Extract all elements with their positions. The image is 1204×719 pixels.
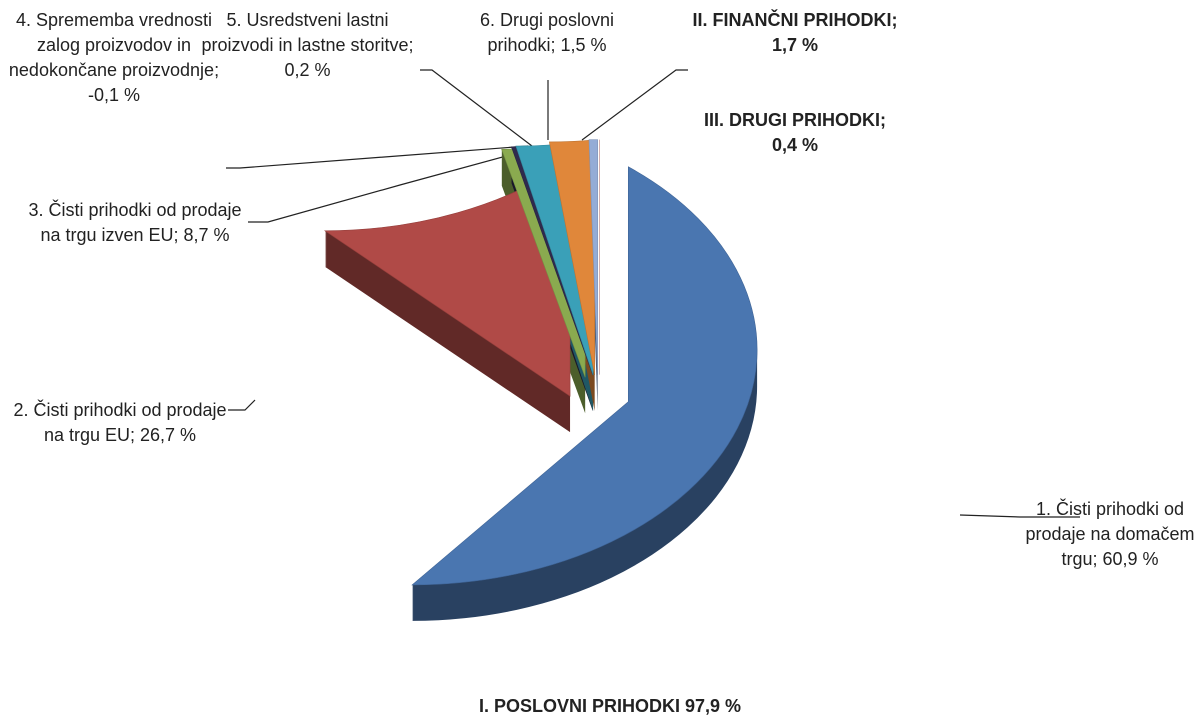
- category-label: 5. Usredstveni lastni proizvodi in lastn…: [201, 10, 409, 55]
- label-separator: ;: [129, 425, 140, 445]
- label-separator: ;: [214, 60, 225, 80]
- data-label: 1. Čisti prihodki od prodaje na domačem …: [1015, 497, 1204, 572]
- data-label: 5. Usredstveni lastni proizvodi in lastn…: [200, 8, 415, 83]
- label-separator: ;: [408, 35, 419, 55]
- value-label: -0,1 %: [87, 85, 141, 105]
- data-label: II. FINANČNI PRIHODKI; 1,7 %: [690, 8, 900, 58]
- label-separator: ;: [173, 225, 184, 245]
- leader-line: [228, 399, 256, 411]
- leader-line: [248, 154, 511, 223]
- leader-lines: [226, 69, 1080, 518]
- label-separator: ;: [1092, 549, 1103, 569]
- category-label: II. FINANČNI PRIHODKI: [692, 10, 892, 30]
- value-label: 0,2 %: [284, 60, 331, 80]
- category-label: 2. Čisti prihodki od prodaje na trgu EU: [13, 400, 227, 445]
- category-label: 4. Sprememba vrednosti zalog proizvodov …: [8, 10, 215, 80]
- leader-line: [420, 69, 533, 147]
- value-label: 60,9 %: [1102, 549, 1159, 569]
- category-label: 6. Drugi poslovni prihodki: [479, 10, 615, 55]
- leader-line: [581, 69, 688, 141]
- slice: [411, 166, 758, 586]
- label-separator: ;: [891, 10, 903, 30]
- data-label: 3. Čisti prihodki od prodaje na trgu izv…: [20, 198, 250, 248]
- value-label: 0,4 %: [771, 135, 819, 155]
- data-label: 4. Sprememba vrednosti zalog proizvodov …: [0, 8, 228, 108]
- label-separator: ;: [550, 35, 561, 55]
- value-label: 8,7 %: [183, 225, 230, 245]
- data-label: 2. Čisti prihodki od prodaje na trgu EU;…: [5, 398, 235, 448]
- label-separator: ;: [880, 110, 891, 130]
- value-label: 1,7 %: [771, 35, 819, 55]
- data-label: III. DRUGI PRIHODKI; 0,4 %: [690, 108, 900, 158]
- category-label: III. DRUGI PRIHODKI: [703, 110, 880, 130]
- value-label: 1,5 %: [560, 35, 607, 55]
- data-label: 6. Drugi poslovni prihodki; 1,5 %: [452, 8, 642, 58]
- annotation: I. POSLOVNI PRIHODKI 97,9 %: [478, 696, 742, 716]
- category-label: 1. Čisti prihodki od prodaje na domačem …: [1025, 499, 1195, 569]
- slice: [588, 139, 598, 375]
- leader-line: [959, 514, 1080, 518]
- category-label: 3. Čisti prihodki od prodaje na trgu izv…: [28, 200, 242, 245]
- value-label: 26,7 %: [140, 425, 197, 445]
- leader-line: [226, 145, 529, 169]
